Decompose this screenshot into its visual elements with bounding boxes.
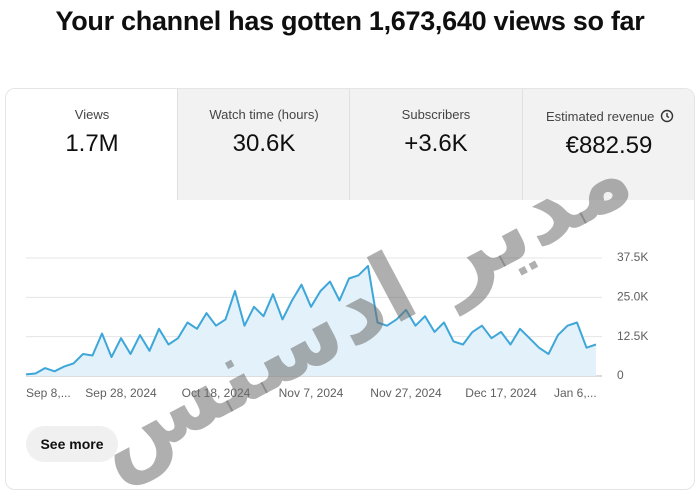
x-tick-label: Nov 27, 2024 bbox=[370, 386, 442, 400]
metric-value: €882.59 bbox=[565, 132, 653, 159]
metric-value: 1.7M bbox=[65, 130, 119, 157]
metric-tab[interactable]: Views 1.7M bbox=[6, 89, 178, 200]
metric-tab[interactable]: Watch time (hours) 30.6K bbox=[177, 89, 350, 200]
line bbox=[25, 264, 597, 376]
y-tick-label: 25.0K bbox=[617, 290, 648, 304]
metric-label: Subscribers bbox=[401, 107, 471, 122]
x-tick-label: Oct 18, 2024 bbox=[182, 386, 251, 400]
x-tick-label: Nov 7, 2024 bbox=[279, 386, 344, 400]
x-tick-label: Sep 28, 2024 bbox=[85, 386, 157, 400]
x-tick-label: Dec 17, 2024 bbox=[465, 386, 537, 400]
metric-label-text: Estimated revenue bbox=[545, 109, 655, 124]
metric-label: Watch time (hours) bbox=[209, 107, 319, 122]
see-more-button[interactable]: See more bbox=[26, 426, 118, 462]
y-tick-label: 37.5K bbox=[617, 250, 648, 264]
y-tick-label: 12.5K bbox=[617, 329, 648, 343]
info-icon[interactable] bbox=[660, 109, 674, 123]
metric-tab[interactable]: Estimated revenue €882.59 bbox=[522, 89, 694, 200]
metric-label: Views bbox=[74, 107, 110, 122]
x-tick-label: Jan 6,... bbox=[554, 386, 597, 400]
area bbox=[26, 265, 596, 376]
y-tick-label: 0 bbox=[617, 368, 624, 382]
x-tick-label: Sep 8,... bbox=[26, 386, 71, 400]
page-title: Your channel has gotten 1,673,640 views … bbox=[55, 6, 645, 36]
metric-value: +3.6K bbox=[404, 130, 468, 157]
metric-value: 30.6K bbox=[232, 130, 296, 157]
analytics-card: Views 1.7M Watch time (hours) 30.6K Subs… bbox=[5, 88, 695, 490]
metric-tab[interactable]: Subscribers +3.6K bbox=[349, 89, 522, 200]
metric-label: Estimated revenue bbox=[523, 107, 694, 124]
